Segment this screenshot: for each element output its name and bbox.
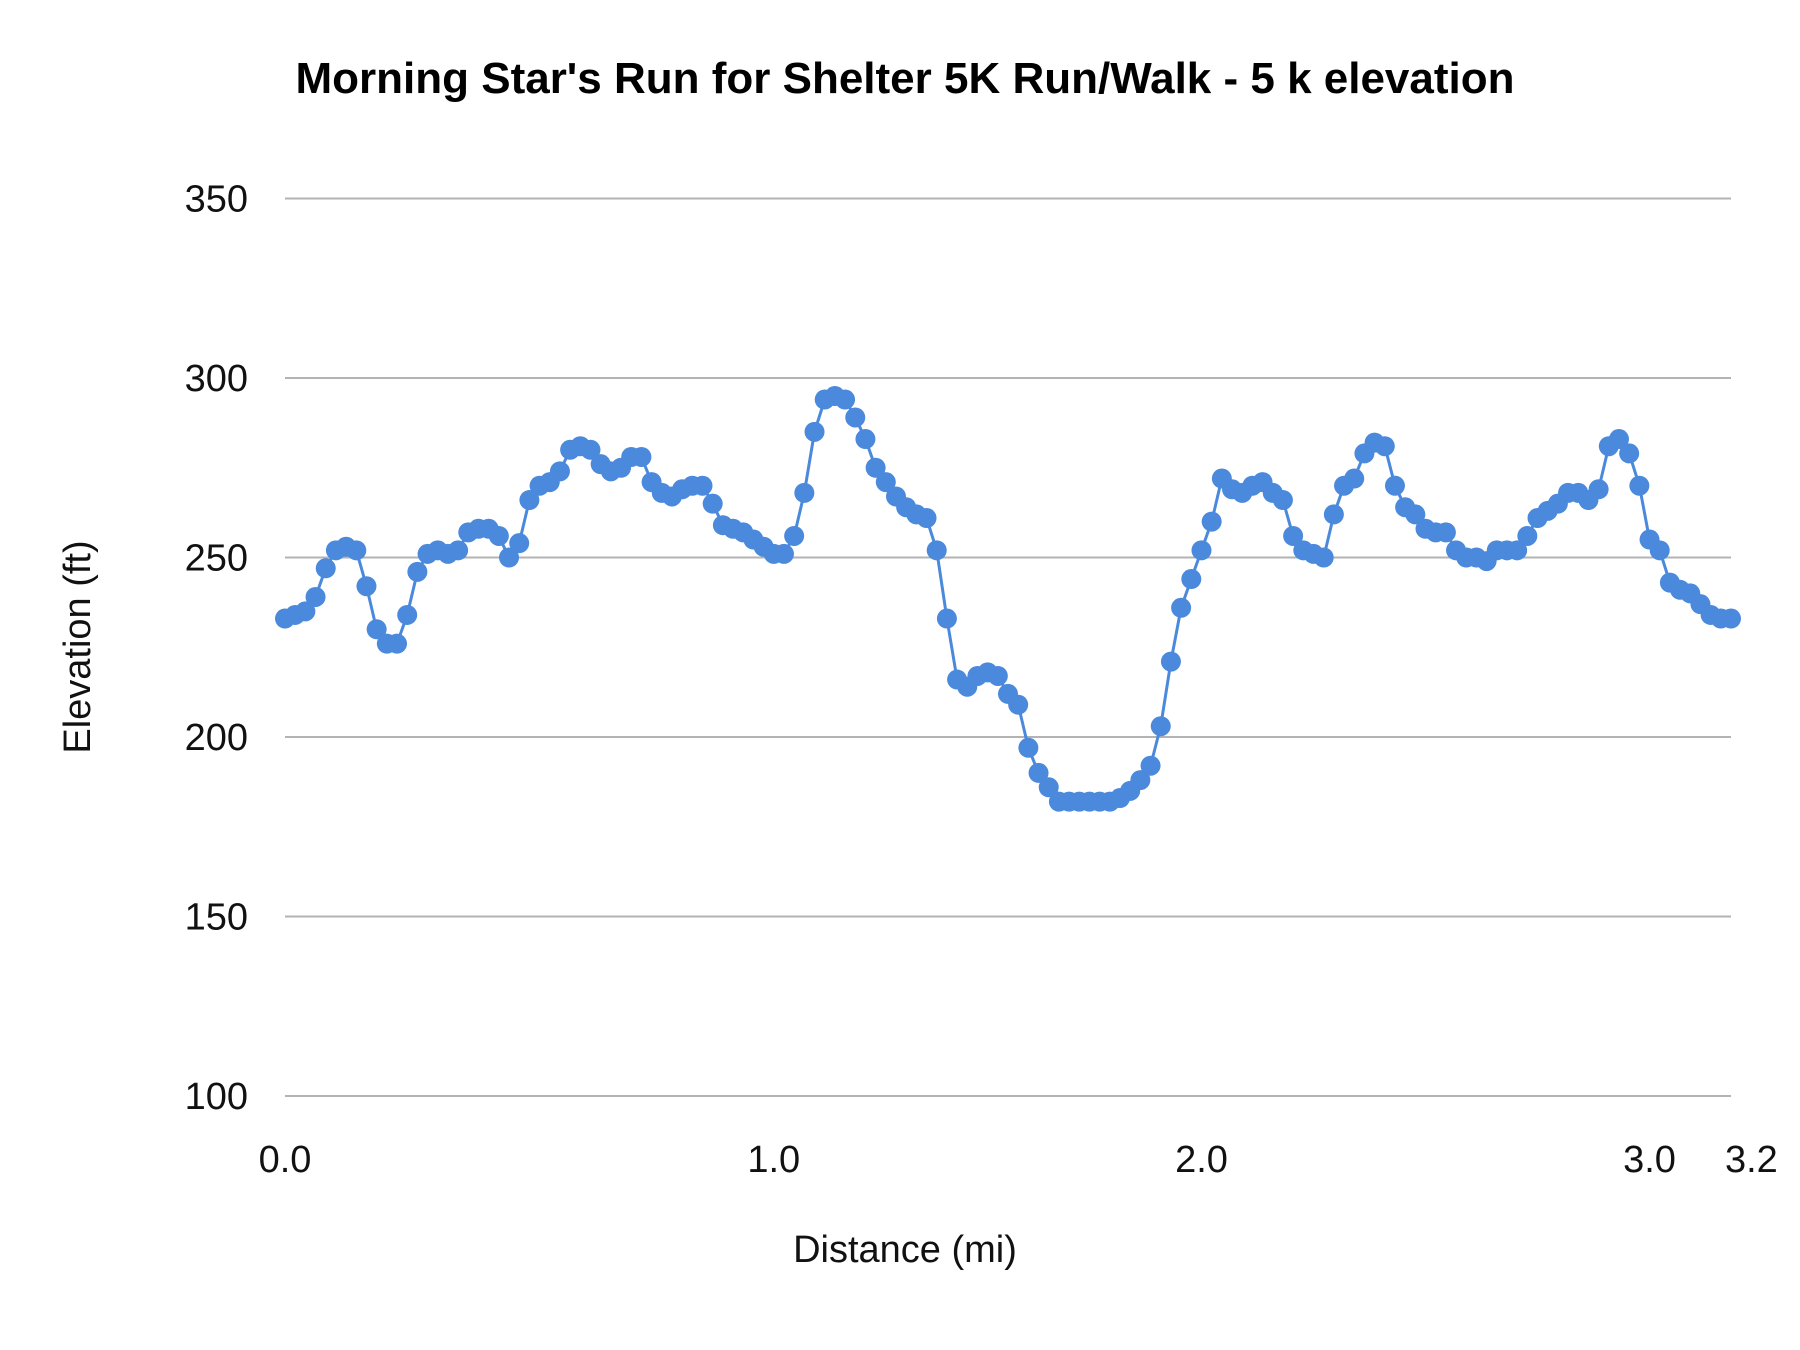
data-point [1191,540,1212,561]
data-point [804,421,825,442]
data-point [1272,490,1293,511]
data-point [1374,436,1395,457]
data-point [773,543,794,564]
data-point [1517,525,1538,546]
data-point [1649,540,1670,561]
y-tick-label: 250 [185,538,248,580]
data-point [305,586,326,607]
y-tick-label: 100 [185,1076,248,1118]
data-point [1283,525,1304,546]
data-point [1008,694,1029,715]
data-point [845,407,866,428]
data-point [1028,762,1049,783]
data-point [1721,608,1741,629]
data-point [448,540,469,561]
data-point [1201,511,1222,532]
data-point [987,665,1008,686]
x-axis-ticks: 0.0 1.0 2.0 3.0 3.2 [259,1139,1778,1181]
data-point [1344,468,1365,489]
data-point [1130,770,1151,791]
data-point [875,472,896,493]
data-point [1018,737,1039,758]
y-axis-label: Elevation (ft) [57,540,99,753]
data-point [1140,755,1161,776]
data-point [692,475,713,496]
data-point [407,561,428,582]
data-point [519,490,540,511]
data-point [1313,547,1334,568]
x-tick-label: 1.0 [747,1139,800,1181]
data-point [1384,475,1405,496]
data-point [784,525,805,546]
data-point [488,525,509,546]
x-tick-label: 3.0 [1623,1139,1676,1181]
data-point [1150,716,1171,737]
elevation-series [275,385,1741,812]
data-point [1323,504,1344,525]
data-point [549,461,570,482]
data-point [1619,443,1640,464]
data-point [509,533,530,554]
data-point [387,633,408,654]
data-point [1608,429,1629,450]
data-point [499,547,520,568]
data-point [1435,522,1456,543]
data-point [631,446,652,467]
data-point [1629,475,1650,496]
data-point [315,558,336,579]
x-axis-label: Distance (mi) [793,1229,1017,1271]
y-tick-label: 300 [185,358,248,400]
data-point [1181,569,1202,590]
data-point [936,608,957,629]
y-tick-label: 150 [185,897,248,939]
data-point [835,389,856,410]
data-point [295,601,316,622]
data-point [1171,597,1192,618]
data-point [1588,479,1609,500]
data-point [366,619,387,640]
y-tick-label: 200 [185,717,248,759]
data-point [397,604,418,625]
gridlines [285,197,1731,1097]
data-point [1405,504,1426,525]
data-point [926,540,947,561]
x-tick-label: 3.2 [1725,1139,1778,1181]
data-point [794,482,815,503]
y-tick-label: 350 [185,179,248,221]
data-point [1160,651,1181,672]
data-point [356,576,377,597]
data-point [916,508,937,529]
chart-title: Morning Star's Run for Shelter 5K Run/Wa… [295,54,1514,103]
data-point [855,429,876,450]
data-point [580,439,601,460]
series-line [284,394,1731,804]
data-point [1038,777,1059,798]
data-point [865,457,886,478]
x-tick-label: 2.0 [1175,1139,1228,1181]
y-axis-ticks: 100 150 200 250 300 350 [185,179,248,1119]
data-point [1507,540,1528,561]
data-point [346,540,367,561]
x-tick-label: 0.0 [259,1139,312,1181]
data-point [702,493,723,514]
